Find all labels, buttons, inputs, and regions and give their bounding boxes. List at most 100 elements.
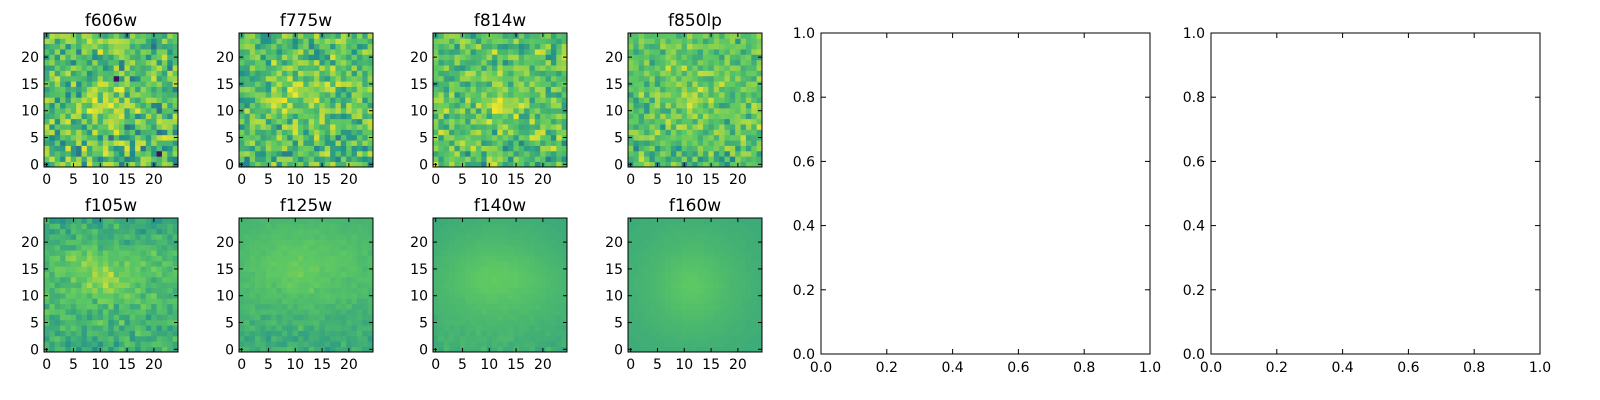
chart-5-cell (287, 255, 293, 262)
chart-1-cell (319, 38, 326, 45)
chart-4-cell (81, 266, 88, 272)
chart-7-cell (681, 319, 688, 326)
chart-2-cell (481, 108, 487, 114)
chart-4-cell (54, 346, 61, 353)
chart-7-cell (665, 330, 672, 337)
chart-0-cell (145, 102, 152, 109)
chart-4-cell (124, 250, 131, 256)
chart-0-cell (60, 145, 66, 152)
chart-6-cell (470, 330, 477, 337)
chart-4-cell (65, 266, 72, 272)
chart-2-cell (449, 134, 455, 141)
chart-0-cell (65, 129, 72, 136)
chart-5-cell (340, 319, 347, 326)
chart-1-cell (260, 124, 267, 130)
chart-6-cell (497, 298, 504, 305)
chart-7-cell (703, 282, 709, 289)
chart-5-cell (340, 244, 347, 251)
chart-4-cell (108, 341, 115, 347)
chart-0-cell (44, 102, 50, 109)
chart-3-cell (649, 38, 656, 45)
chart-2-cell (502, 113, 509, 120)
chart-6-cell (513, 282, 520, 289)
chart-4-cell (102, 260, 109, 267)
chart-6-cell (502, 239, 509, 246)
chart-4-cell (92, 276, 98, 283)
chart-1-cell (319, 97, 326, 104)
chart-4-xtick-label: 15 (118, 357, 136, 373)
chart-6-cell (540, 303, 546, 310)
chart-2-cell (475, 124, 482, 130)
chart-1-cell (351, 59, 358, 66)
chart-7-cell (708, 319, 715, 326)
chart-0-cell (65, 43, 72, 50)
chart-3-cell (724, 134, 731, 141)
chart-0-cell (129, 113, 136, 120)
chart-1-cell (255, 124, 261, 130)
chart-0-cell (129, 161, 136, 168)
chart-4-cell (97, 335, 104, 342)
chart-6-cell (475, 250, 482, 256)
chart-6-cell (481, 239, 487, 246)
chart-5-cell (239, 335, 245, 342)
chart-3-cell (697, 54, 704, 61)
chart-0-cell (60, 118, 66, 125)
chart-2-cell (459, 81, 466, 87)
chart-6-cell (550, 330, 557, 337)
chart-5-cell (271, 250, 277, 256)
chart-4-cell (97, 244, 104, 251)
chart-6-cell (524, 244, 530, 251)
chart-0-cell (54, 97, 61, 104)
chart-4-cell (102, 276, 109, 283)
chart-7-cell (628, 298, 634, 305)
chart-2-cell (540, 43, 546, 50)
chart-6-cell (486, 287, 493, 294)
chart-4-cell (65, 239, 72, 246)
chart-1-cell (319, 156, 326, 162)
chart-2-cell (524, 59, 530, 66)
chart-6-cell (454, 303, 461, 310)
chart-7-cell (660, 282, 666, 289)
chart-6-cell (529, 330, 536, 337)
chart-3-cell (665, 150, 672, 157)
chart-6-cell (508, 239, 514, 246)
chart-4-cell (81, 293, 88, 299)
chart-5-cell (324, 228, 331, 235)
chart-4-cell (151, 335, 157, 342)
chart-3-cell (724, 75, 731, 82)
chart-5-cell (239, 282, 245, 289)
chart-3-cell (697, 150, 704, 157)
chart-4-cell (70, 239, 77, 246)
chart-0-cell (167, 97, 173, 104)
chart-6-cell (508, 303, 514, 310)
chart-6-cell (486, 293, 493, 299)
chart-5-cell (260, 309, 267, 315)
chart-6-cell (481, 325, 487, 331)
chart-2-cell (481, 156, 487, 162)
chart-5-cell (281, 325, 288, 331)
chart-0-cell (86, 43, 93, 50)
chart-5-cell (255, 260, 261, 267)
chart-5-cell (292, 325, 299, 331)
chart-4-cell (54, 266, 61, 272)
chart-2-cell (534, 108, 541, 114)
chart-4-cell (81, 223, 88, 230)
chart-3-cell (670, 59, 677, 66)
chart-4-cell (156, 341, 163, 347)
chart-2-cell (443, 129, 450, 136)
chart-6-cell (459, 309, 466, 315)
chart-3-cell (719, 102, 725, 109)
chart-3-cell (660, 140, 666, 146)
chart-2-cell (534, 102, 541, 109)
chart-5-cell (249, 330, 256, 337)
chart-5-cell (249, 244, 256, 251)
chart-5-cell (351, 234, 358, 240)
chart-0-cell (140, 140, 147, 146)
chart-3-cell (729, 81, 736, 87)
chart-2-cell (449, 161, 455, 168)
chart-7-cell (735, 276, 741, 283)
chart-6-cell (486, 309, 493, 315)
chart-3-cell (644, 70, 650, 77)
chart-4-cell (65, 319, 72, 326)
chart-1-cell (340, 43, 347, 50)
